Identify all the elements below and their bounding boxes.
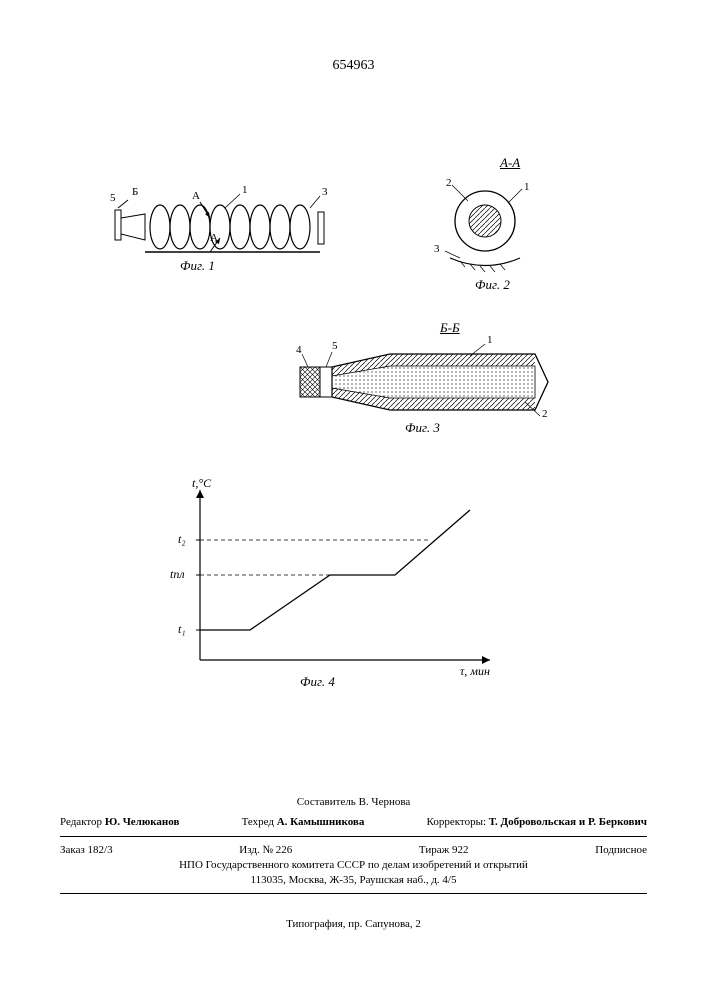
fig1-callout-3: 3 xyxy=(322,186,328,198)
fig1-svg xyxy=(110,190,340,310)
divider-1 xyxy=(60,836,647,837)
edition: Изд. № 226 xyxy=(239,843,292,858)
fig2-callout-1: 1 xyxy=(524,181,530,193)
typography-line: Типография, пр. Сапунова, 2 xyxy=(0,918,707,930)
figure-4: t,°C τ, мин t₁ tпл t₂ Фиг. 4 xyxy=(150,480,510,700)
fig2-callout-2: 2 xyxy=(446,177,452,189)
fig3-callout-1: 1 xyxy=(487,334,493,346)
subscription: Подписное xyxy=(595,843,647,858)
fig4-svg xyxy=(150,480,510,690)
correctors: Корректоры: Т. Добровольская и Р. Берков… xyxy=(427,815,647,830)
editor: Редактор Ю. Челюканов xyxy=(60,815,179,830)
order: Заказ 182/3 xyxy=(60,843,113,858)
fig4-label: Фиг. 4 xyxy=(300,674,335,690)
footer-meta: Заказ 182/3 Изд. № 226 Тираж 922 Подписн… xyxy=(60,843,647,858)
credits-row: Редактор Ю. Челюканов Техред А. Камышник… xyxy=(60,815,647,830)
fig1-label: Фиг. 1 xyxy=(180,258,215,274)
fig1-callout-A-bot: A xyxy=(192,190,200,202)
fig4-t2: t₂ xyxy=(178,532,186,547)
fig3-label: Фиг. 3 xyxy=(405,420,440,436)
figure-2: А-А 2 1 3 Фиг. 2 xyxy=(420,155,570,305)
fig3-callout-5: 5 xyxy=(332,340,338,352)
figure-3: Б-Б 4 5 1 2 xyxy=(290,320,560,450)
compiler-line: Составитель В. Чернова xyxy=(60,795,647,810)
fig3-section-label: Б-Б xyxy=(440,320,460,336)
fig2-label: Фиг. 2 xyxy=(475,277,510,293)
page-number: 654963 xyxy=(333,58,375,74)
circulation: Тираж 922 xyxy=(419,843,469,858)
fig3-callout-2: 2 xyxy=(542,408,548,420)
fig4-t1: t₁ xyxy=(178,622,186,637)
fig1-callout-5: 5 xyxy=(110,192,116,204)
fig2-section-label: А-А xyxy=(500,155,520,171)
figure-1: 5 Б A A 1 3 Фиг. 1 xyxy=(110,190,340,310)
fig4-tpl: tпл xyxy=(170,567,185,582)
credits-block: Составитель В. Чернова Редактор Ю. Челюк… xyxy=(60,795,647,900)
fig1-callout-A-top: A xyxy=(210,232,218,244)
techred: Техред А. Камышникова xyxy=(242,815,365,830)
fig2-callout-3: 3 xyxy=(434,243,440,255)
fig4-yaxis: t,°C xyxy=(192,476,211,491)
fig1-callout-1: 1 xyxy=(242,184,248,196)
fig1-callout-B: Б xyxy=(132,186,138,198)
fig4-xaxis: τ, мин xyxy=(460,664,490,679)
footer-org: НПО Государственного комитета СССР по де… xyxy=(60,858,647,887)
divider-2 xyxy=(60,893,647,894)
fig3-callout-4: 4 xyxy=(296,344,302,356)
